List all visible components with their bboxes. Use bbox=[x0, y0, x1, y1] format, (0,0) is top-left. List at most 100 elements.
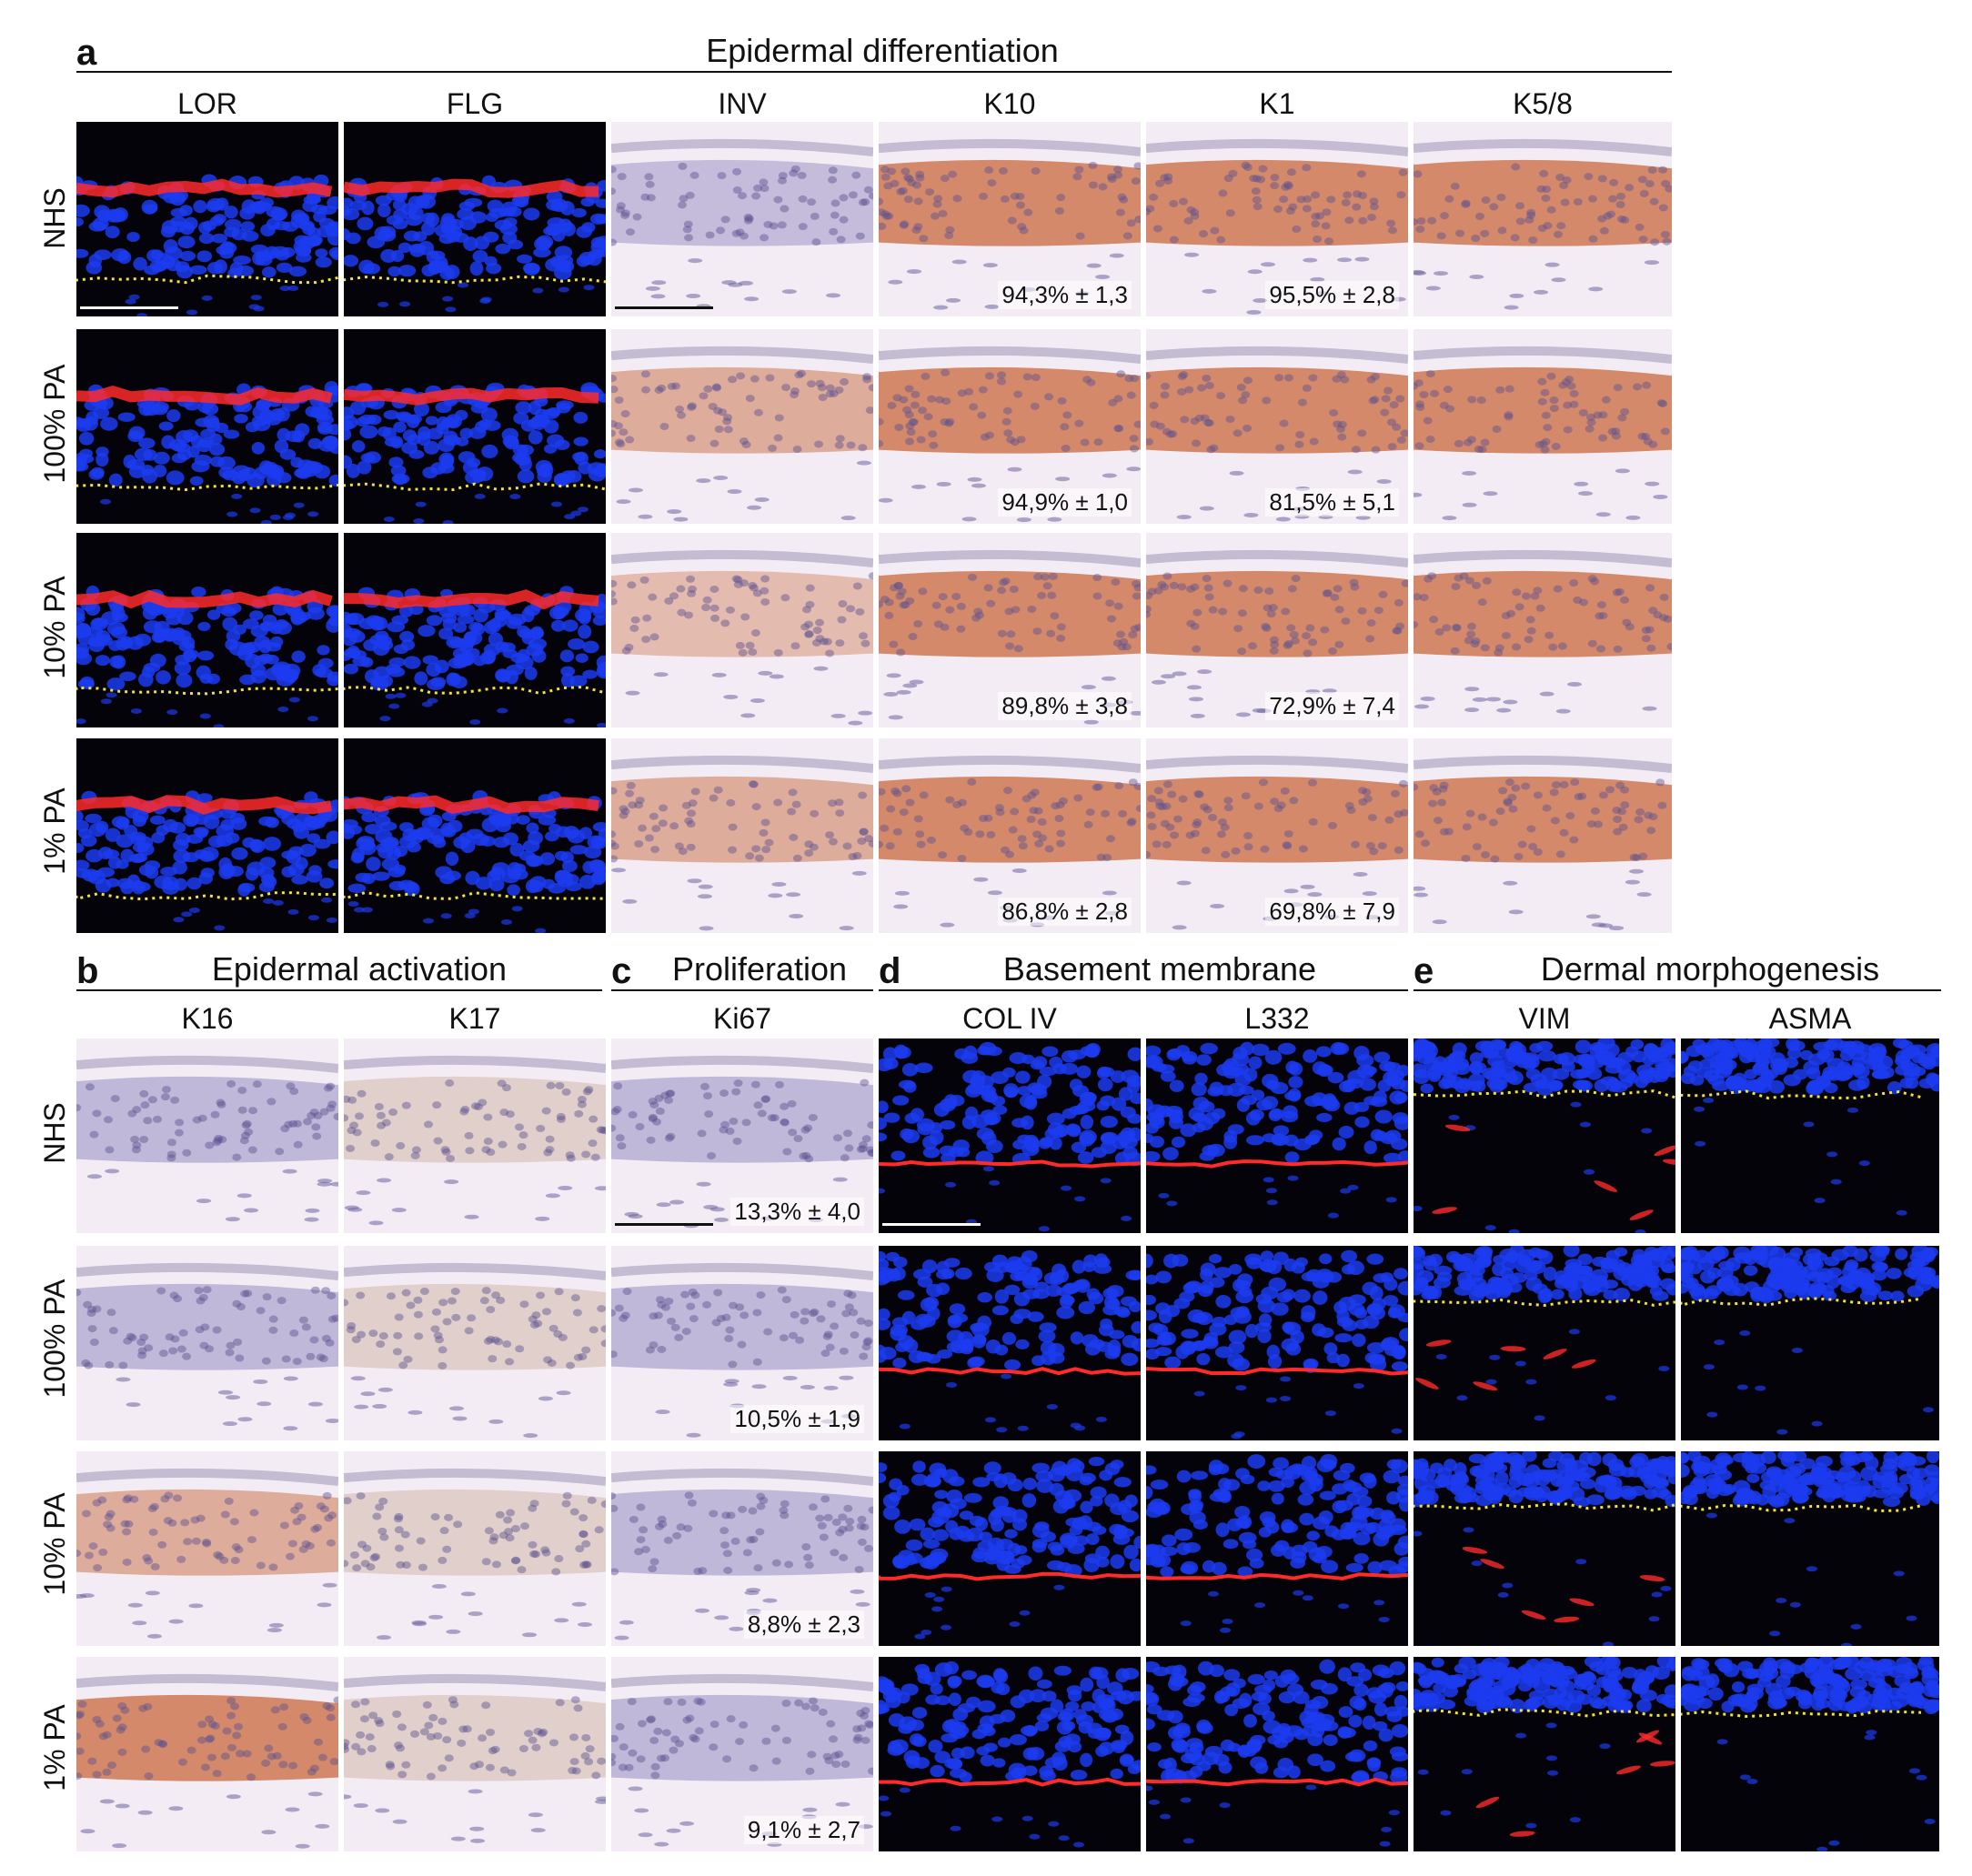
tile-flg-100-pa-image bbox=[344, 329, 606, 524]
row-label-10-pa-lower: 10% PA bbox=[38, 1492, 71, 1596]
tile-k10-1-pa-quantification: 86,8% ± 2,8 bbox=[998, 898, 1132, 926]
tile-k1-nhs: 95,5% ± 2,8 bbox=[1146, 122, 1408, 316]
tile-k5-8-nhs bbox=[1414, 122, 1672, 316]
col-label-k5-8: K5/8 bbox=[1513, 87, 1573, 120]
tile-asma-nhs bbox=[1681, 1038, 1939, 1233]
tile-k1-10-pa-quantification: 72,9% ± 7,4 bbox=[1265, 692, 1399, 720]
tile-k10-nhs: 94,3% ± 1,3 bbox=[879, 122, 1141, 316]
tile-k1-100-pa: 81,5% ± 5,1 bbox=[1146, 329, 1408, 524]
tile-k1-1-pa: 69,8% ± 7,9 bbox=[1146, 738, 1408, 933]
tile-flg-nhs-image bbox=[344, 122, 606, 316]
section-title-epidermal-differentiation: Epidermal differentiation bbox=[706, 32, 1059, 69]
tile-k10-100-pa-quantification: 94,9% ± 1,0 bbox=[998, 488, 1132, 517]
tile-k16-1-pa-image bbox=[76, 1657, 338, 1851]
tile-k1-nhs-quantification: 95,5% ± 2,8 bbox=[1265, 281, 1399, 309]
tile-ki67-nhs-quantification: 13,3% ± 4,0 bbox=[730, 1198, 864, 1226]
col-label-lor: LOR bbox=[177, 87, 237, 120]
tile-flg-nhs bbox=[344, 122, 606, 316]
tile-l332-100-pa bbox=[1146, 1246, 1408, 1440]
tile-k16-100-pa-image bbox=[76, 1246, 338, 1440]
section-title-dermal-morphogenesis: Dermal morphogenesis bbox=[1540, 950, 1880, 988]
tile-k16-nhs-image bbox=[76, 1038, 338, 1233]
tile-k17-1-pa-image bbox=[344, 1657, 606, 1851]
tile-vim-100-pa bbox=[1414, 1246, 1675, 1440]
tile-ki67-100-pa-quantification: 10,5% ± 1,9 bbox=[730, 1405, 864, 1433]
section-rule-e bbox=[1414, 989, 1941, 991]
tile-l332-1-pa-image bbox=[1146, 1657, 1408, 1851]
tile-k5-8-1-pa-image bbox=[1414, 738, 1672, 933]
section-title-proliferation: Proliferation bbox=[671, 950, 848, 988]
col-label-k1: K1 bbox=[1259, 87, 1295, 120]
panel-letter-d: d bbox=[879, 951, 901, 991]
tile-k17-10-pa bbox=[344, 1451, 606, 1646]
tile-inv-10-pa bbox=[611, 533, 873, 727]
tile-lor-nhs-image bbox=[76, 122, 338, 316]
row-label-1-pa-lower: 1% PA bbox=[38, 1704, 71, 1791]
tile-ki67-10-pa-quantification: 8,8% ± 2,3 bbox=[743, 1610, 864, 1639]
tile-k17-100-pa bbox=[344, 1246, 606, 1440]
tile-flg-1-pa-image bbox=[344, 738, 606, 933]
tile-col-iv-nhs-scale-bar bbox=[882, 1223, 981, 1226]
tile-k1-100-pa-image bbox=[1146, 329, 1408, 524]
tile-inv-nhs-image bbox=[611, 122, 873, 316]
section-rule-b bbox=[76, 989, 602, 991]
tile-lor-nhs-scale-bar bbox=[80, 306, 178, 309]
tile-k1-100-pa-quantification: 81,5% ± 5,1 bbox=[1265, 488, 1399, 517]
row-label-100-pa-lower: 100% PA bbox=[38, 1279, 71, 1399]
panel-letter-b: b bbox=[76, 951, 99, 991]
tile-k5-8-nhs-image bbox=[1414, 122, 1672, 316]
section-title-basement-membrane: Basement membrane bbox=[1002, 950, 1317, 988]
tile-asma-100-pa bbox=[1681, 1246, 1939, 1440]
tile-col-iv-100-pa-image bbox=[879, 1246, 1141, 1440]
tile-ki67-1-pa-quantification: 9,1% ± 2,7 bbox=[743, 1816, 864, 1844]
tile-k1-10-pa-image bbox=[1146, 533, 1408, 727]
tile-k5-8-100-pa-image bbox=[1414, 329, 1672, 524]
tile-inv-nhs bbox=[611, 122, 873, 316]
tile-k16-10-pa bbox=[76, 1451, 338, 1646]
tile-col-iv-10-pa-image bbox=[879, 1451, 1141, 1646]
tile-lor-10-pa bbox=[76, 533, 338, 727]
tile-lor-100-pa bbox=[76, 329, 338, 524]
col-label-ki67: Ki67 bbox=[712, 1002, 772, 1035]
row-label-nhs: NHS bbox=[38, 187, 71, 249]
tile-flg-10-pa bbox=[344, 533, 606, 727]
tile-ki67-10-pa-image bbox=[611, 1451, 873, 1646]
tile-asma-1-pa bbox=[1681, 1657, 1939, 1851]
tile-lor-nhs bbox=[76, 122, 338, 316]
tile-k16-100-pa bbox=[76, 1246, 338, 1440]
col-label-vim: VIM bbox=[1518, 1002, 1571, 1035]
tile-asma-10-pa-image bbox=[1681, 1451, 1939, 1646]
tile-k5-8-100-pa bbox=[1414, 329, 1672, 524]
tile-k10-100-pa: 94,9% ± 1,0 bbox=[879, 329, 1141, 524]
tile-k17-nhs-image bbox=[344, 1038, 606, 1233]
tile-k10-10-pa: 89,8% ± 3,8 bbox=[879, 533, 1141, 727]
tile-k5-8-10-pa bbox=[1414, 533, 1672, 727]
col-label-l332: L332 bbox=[1244, 1002, 1310, 1035]
panel-letter-e: e bbox=[1414, 951, 1434, 991]
tile-lor-1-pa bbox=[76, 738, 338, 933]
tile-ki67-100-pa: 10,5% ± 1,9 bbox=[611, 1246, 873, 1440]
tile-inv-nhs-scale-bar bbox=[615, 306, 713, 309]
tile-inv-100-pa-image bbox=[611, 329, 873, 524]
tile-ki67-nhs-image bbox=[611, 1038, 873, 1233]
tile-ki67-100-pa-image bbox=[611, 1246, 873, 1440]
tile-flg-100-pa bbox=[344, 329, 606, 524]
tile-ki67-nhs-scale-bar bbox=[615, 1223, 713, 1226]
tile-vim-10-pa-image bbox=[1414, 1451, 1675, 1646]
tile-col-iv-nhs-image bbox=[879, 1038, 1141, 1233]
tile-col-iv-1-pa-image bbox=[879, 1657, 1141, 1851]
tile-ki67-1-pa: 9,1% ± 2,7 bbox=[611, 1657, 873, 1851]
col-label-k10: K10 bbox=[983, 87, 1036, 120]
row-label-nhs-lower: NHS bbox=[38, 1102, 71, 1164]
tile-k1-1-pa-quantification: 69,8% ± 7,9 bbox=[1265, 898, 1399, 926]
tile-k10-1-pa: 86,8% ± 2,8 bbox=[879, 738, 1141, 933]
tile-asma-10-pa bbox=[1681, 1451, 1939, 1646]
tile-inv-10-pa-image bbox=[611, 533, 873, 727]
tile-inv-1-pa-image bbox=[611, 738, 873, 933]
tile-vim-nhs-image bbox=[1414, 1038, 1675, 1233]
tile-ki67-10-pa: 8,8% ± 2,3 bbox=[611, 1451, 873, 1646]
tile-k17-100-pa-image bbox=[344, 1246, 606, 1440]
section-rule-c bbox=[611, 989, 873, 991]
tile-l332-10-pa bbox=[1146, 1451, 1408, 1646]
tile-k16-nhs bbox=[76, 1038, 338, 1233]
